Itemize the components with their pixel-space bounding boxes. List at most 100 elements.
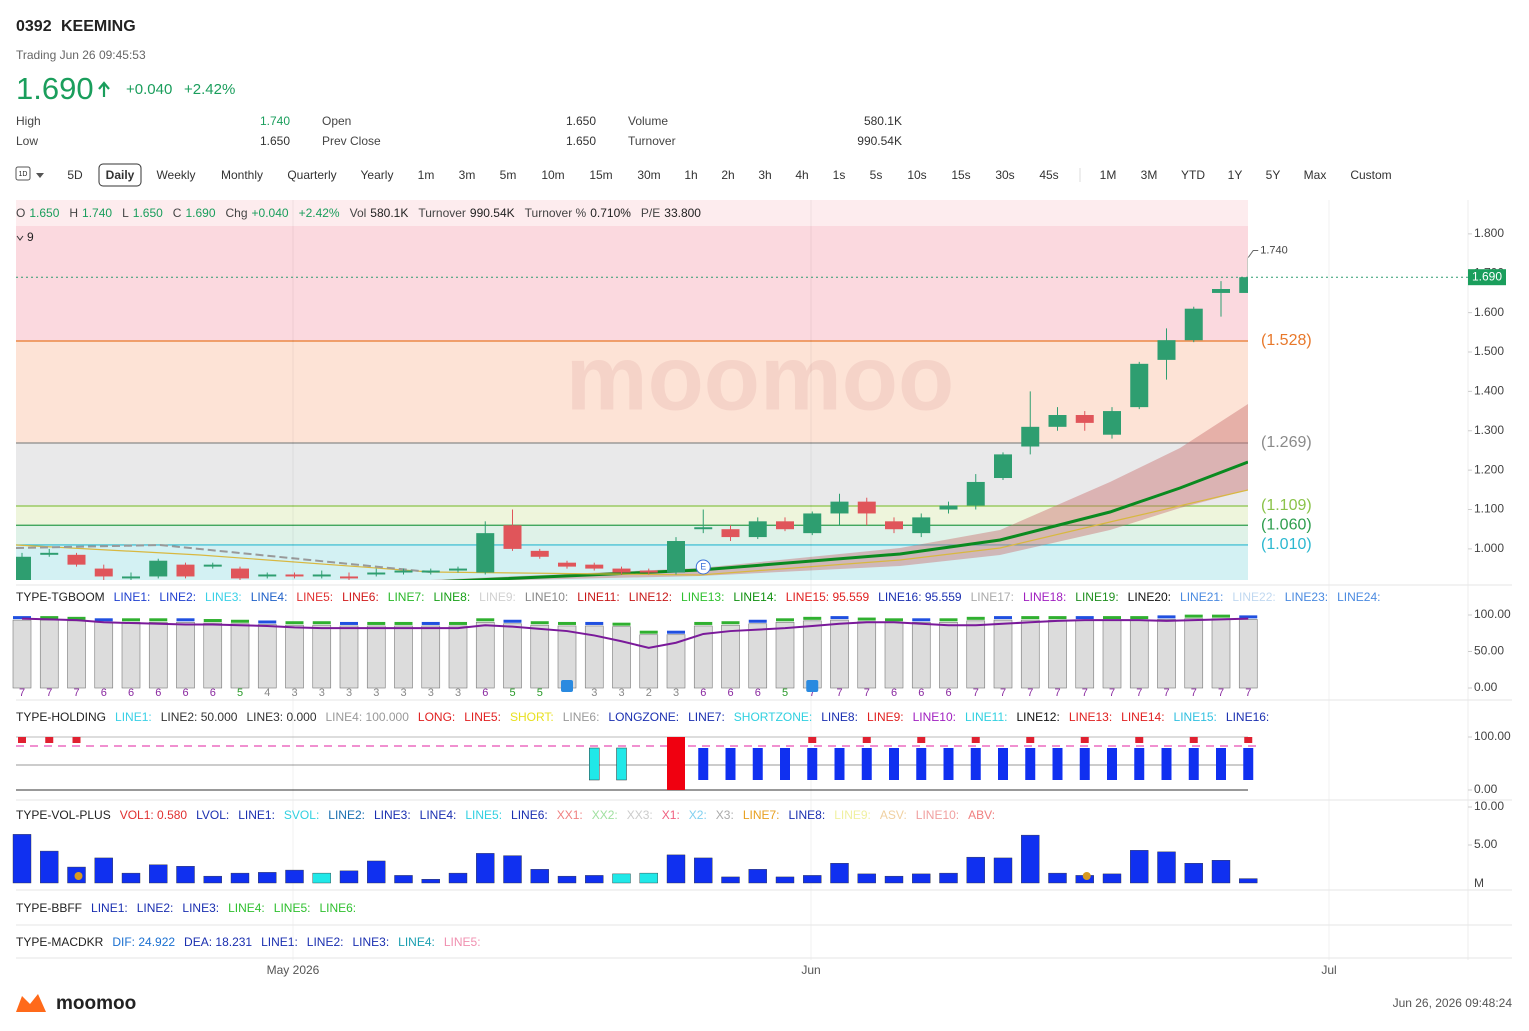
period-tab[interactable]: 1M <box>1100 168 1117 182</box>
period-tab[interactable]: 3M <box>1141 168 1158 182</box>
volume-bar <box>285 869 304 884</box>
period-tab[interactable]: Yearly <box>361 168 394 182</box>
period-tab[interactable]: Monthly <box>221 168 263 182</box>
period-tab[interactable]: 1h <box>684 168 697 182</box>
volume-bar <box>803 875 822 884</box>
volume-bar <box>1021 834 1040 884</box>
indicator-item: LINE9: <box>867 710 904 724</box>
tgboom-cap <box>612 622 631 626</box>
holding-bar <box>725 748 736 780</box>
indicator-item: LINE16: <box>1226 710 1269 724</box>
holding-mark <box>862 737 871 743</box>
ohlc-label: Chg <box>226 206 248 220</box>
period-tab[interactable]: 30s <box>995 168 1014 182</box>
indicator-item: LINE5: <box>274 901 311 915</box>
tgboom-digit: 6 <box>101 687 107 699</box>
volume-bar <box>1184 863 1203 884</box>
candle-body <box>667 541 685 573</box>
tgboom-cap <box>285 621 304 625</box>
tgboom-bar <box>339 625 359 689</box>
period-tab[interactable]: 15s <box>951 168 970 182</box>
volume-bar <box>939 872 958 884</box>
y-tick-label: 1.400 <box>1474 384 1504 398</box>
period-tab[interactable]: 5D <box>67 168 83 182</box>
tgboom-bar <box>557 625 577 689</box>
tgboom-cap <box>639 630 658 634</box>
tgboom-digit: 5 <box>782 687 788 699</box>
up-arrow <box>98 81 110 97</box>
tgboom-digit: 6 <box>727 687 733 699</box>
candle-body <box>912 517 931 534</box>
tgboom-digit: 3 <box>455 687 461 699</box>
volume-bar <box>503 855 522 884</box>
brand-logo <box>16 994 46 1012</box>
tgboom-cap <box>367 621 386 625</box>
volume-bar <box>585 875 604 884</box>
candle-body <box>1103 411 1121 435</box>
indicator-item: SVOL: <box>284 808 319 822</box>
period-tab[interactable]: 30m <box>637 168 660 182</box>
tgboom-bar <box>39 619 59 689</box>
indicator-item: VOL1: 0.580 <box>120 808 188 822</box>
volume-dot <box>1082 872 1091 880</box>
indicator-item: DEA: 18.231 <box>184 935 252 949</box>
indicator-name: TYPE-VOL-PLUS <box>16 808 111 822</box>
event-marker-label: E <box>700 561 706 571</box>
candle-body <box>1184 308 1203 341</box>
ohlc-value: +2.42% <box>299 206 340 220</box>
holding-bar <box>970 748 981 780</box>
tgboom-digit: 7 <box>1054 687 1060 699</box>
indicator-item: LINE1: <box>261 935 298 949</box>
tgboom-cap <box>994 616 1012 620</box>
candle-body <box>476 533 495 573</box>
last-price-label: 1.690 <box>1472 269 1502 283</box>
period-tab[interactable]: 45s <box>1039 168 1058 182</box>
period-tab[interactable]: 15m <box>589 168 612 182</box>
indicator-item: LINE16: 95.559 <box>878 590 962 604</box>
ma-line <box>16 489 1248 576</box>
holding-bar <box>998 748 1008 780</box>
period-tab[interactable]: 5m <box>500 168 517 182</box>
period-tab[interactable]: 4h <box>795 168 808 182</box>
indicator-item: LINE4: <box>420 808 457 822</box>
period-tab[interactable]: 10m <box>541 168 564 182</box>
indicator-item: SHORT: <box>510 710 554 724</box>
period-tab[interactable]: Weekly <box>156 168 195 182</box>
timestamp: Jun 26, 2026 09:48:24 <box>1393 996 1513 1010</box>
candle-body <box>721 529 740 538</box>
indicator-item: LINE12: <box>1016 710 1059 724</box>
indicator-item: LONGZONE: <box>608 710 679 724</box>
period-tab[interactable]: 5s <box>870 168 883 182</box>
stat-label: High <box>16 114 41 128</box>
stat-value: 990.54K <box>857 134 902 148</box>
candle-body <box>639 570 658 573</box>
tgboom-cap <box>203 619 222 623</box>
period-tab[interactable]: 10s <box>907 168 926 182</box>
period-tab[interactable]: 1s <box>833 168 846 182</box>
period-tab[interactable]: 3m <box>459 168 476 182</box>
tgboom-bar <box>1075 619 1095 689</box>
indicator-item: LINE4: 100.000 <box>326 710 410 724</box>
period-tab[interactable]: 1m <box>418 168 435 182</box>
holding-bar <box>834 748 845 780</box>
period-tab[interactable]: Quarterly <box>287 168 336 182</box>
period-tab[interactable]: YTD <box>1181 168 1205 182</box>
indicator-item: LINE11: <box>577 590 619 604</box>
tgboom-bar <box>857 621 877 689</box>
indicator-item: LINE15: <box>1174 710 1217 724</box>
candle-body <box>340 576 358 579</box>
tgboom-digit: 7 <box>73 687 79 699</box>
period-tab[interactable]: 3h <box>758 168 771 182</box>
period-tab[interactable]: 5Y <box>1266 168 1281 182</box>
indicator-item: LINE15: 95.559 <box>786 590 870 604</box>
period-tab[interactable]: 2h <box>721 168 734 182</box>
tgboom-digit: 3 <box>618 687 624 699</box>
period-tab[interactable]: Max <box>1304 168 1327 182</box>
high-leader <box>1247 250 1259 258</box>
period-tab[interactable]: Custom <box>1350 168 1391 182</box>
indicator-item: LINE5: <box>465 808 502 822</box>
tgboom-bar <box>612 626 631 689</box>
period-tab[interactable]: 1Y <box>1228 168 1243 182</box>
period-tab[interactable]: Daily <box>106 168 135 182</box>
indicator-item: LINE2: <box>307 935 344 949</box>
